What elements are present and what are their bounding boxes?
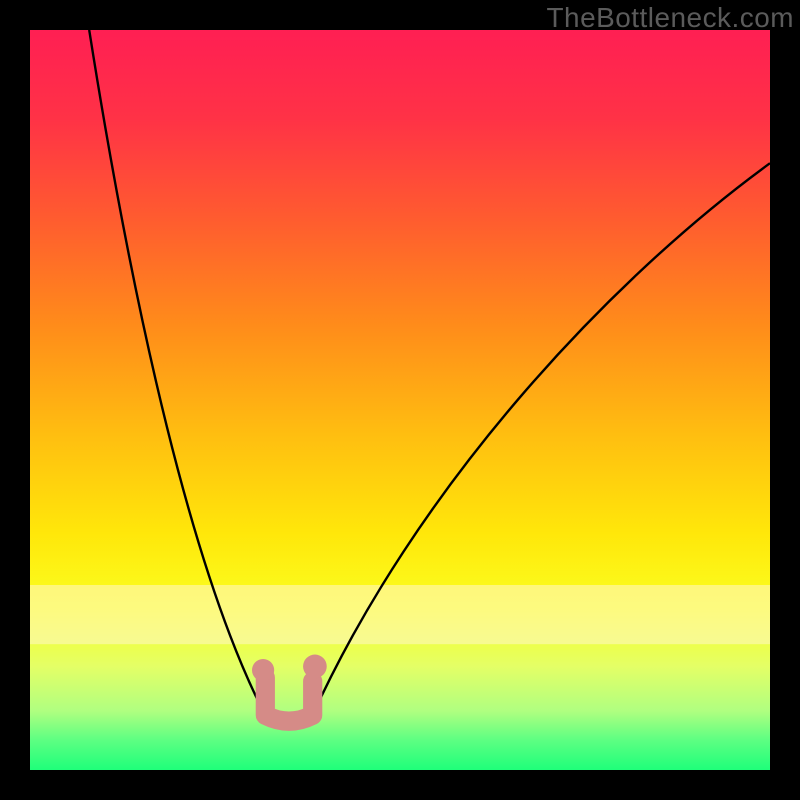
bottleneck-chart — [0, 0, 800, 800]
pale-highlight-band — [30, 585, 770, 644]
plot-area — [30, 30, 770, 770]
watermark-text: TheBottleneck.com — [547, 2, 795, 34]
valley-marker-dot — [252, 659, 274, 681]
valley-marker-dot — [303, 655, 327, 679]
gradient-background — [30, 30, 770, 770]
